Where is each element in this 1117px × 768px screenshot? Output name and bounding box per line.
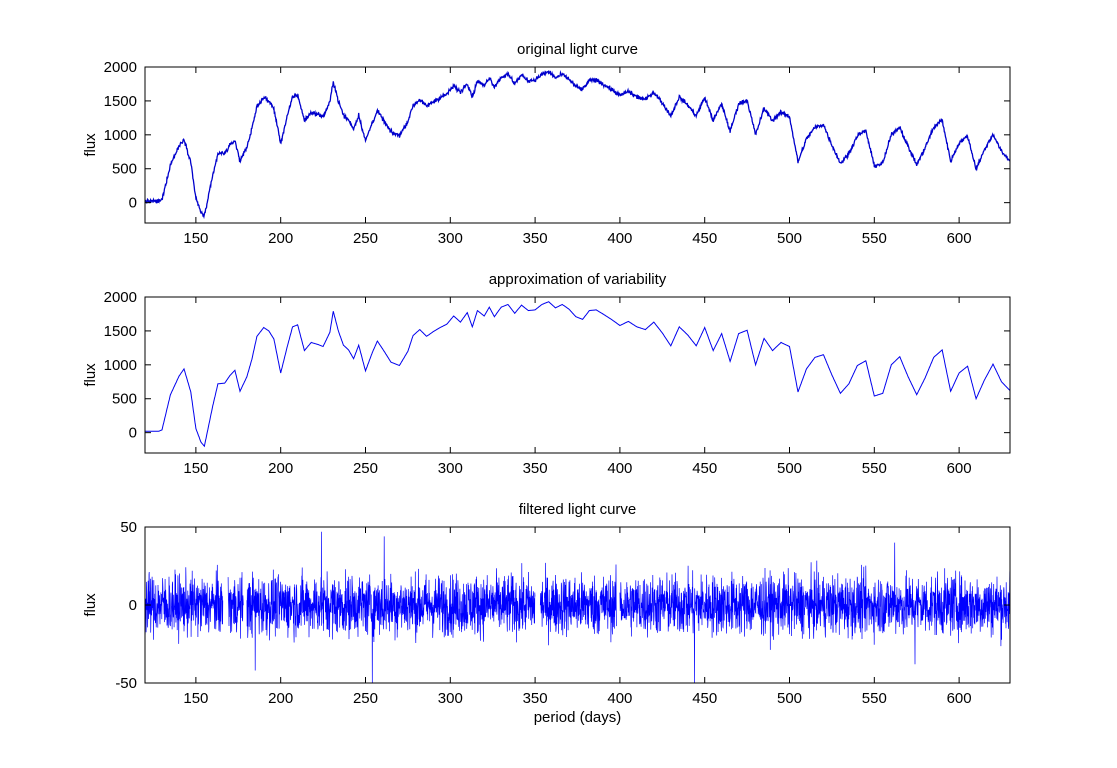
series-line bbox=[145, 531, 1010, 683]
x-tick-label: 350 bbox=[523, 460, 548, 477]
x-tick-label: 550 bbox=[862, 230, 887, 247]
x-tick-label: 400 bbox=[607, 460, 632, 477]
panel-title: original light curve bbox=[517, 41, 638, 58]
panel-approximation-of-variability: approximation of variability flux 150 200… bbox=[82, 271, 1011, 477]
y-tick-label: 1000 bbox=[104, 357, 137, 374]
y-tick-label: 0 bbox=[129, 195, 137, 212]
y-tick-label: 2000 bbox=[104, 289, 137, 306]
x-tick-label: 550 bbox=[862, 460, 887, 477]
x-tick-label: 600 bbox=[947, 460, 972, 477]
panel-title: approximation of variability bbox=[489, 271, 667, 288]
series-line bbox=[145, 69, 1010, 220]
x-tick-label: 200 bbox=[268, 460, 293, 477]
y-tick-label: 500 bbox=[112, 391, 137, 408]
x-tick-label: 250 bbox=[353, 230, 378, 247]
panel-title: filtered light curve bbox=[519, 501, 637, 518]
x-tick-label: 200 bbox=[268, 690, 293, 707]
x-tick-label: 500 bbox=[777, 460, 802, 477]
x-tick-label: 150 bbox=[183, 230, 208, 247]
x-tick-label: 600 bbox=[947, 690, 972, 707]
y-axis-label: flux bbox=[82, 593, 99, 617]
x-tick-label: 450 bbox=[692, 460, 717, 477]
panel-original-light-curve: original light curve flux 150 200 250 300 35… bbox=[82, 41, 1011, 247]
x-tick-label: 350 bbox=[523, 230, 548, 247]
x-tick-label: 450 bbox=[692, 230, 717, 247]
x-tick-label: 150 bbox=[183, 460, 208, 477]
y-tick-label: 0 bbox=[129, 597, 137, 614]
x-tick-label: 250 bbox=[353, 690, 378, 707]
y-tick-label: 0 bbox=[129, 425, 137, 442]
x-tick-label: 450 bbox=[692, 690, 717, 707]
x-tick-label: 500 bbox=[777, 230, 802, 247]
y-tick-label: 50 bbox=[120, 519, 137, 536]
x-tick-label: 500 bbox=[777, 690, 802, 707]
x-tick-label: 400 bbox=[607, 230, 632, 247]
plot-frame bbox=[144, 296, 1011, 454]
y-tick-label: 2000 bbox=[104, 59, 137, 76]
x-tick-label: 200 bbox=[268, 230, 293, 247]
x-tick-label: 250 bbox=[353, 460, 378, 477]
x-tick-label: 300 bbox=[438, 690, 463, 707]
y-tick-label: -50 bbox=[115, 675, 137, 692]
y-tick-label: 1500 bbox=[104, 93, 137, 110]
x-tick-label: 300 bbox=[438, 460, 463, 477]
series-line bbox=[145, 301, 1010, 448]
x-tick-label: 550 bbox=[862, 690, 887, 707]
y-axis-label: flux bbox=[82, 133, 99, 157]
y-axis-label: flux bbox=[82, 363, 99, 387]
x-tick-label: 600 bbox=[947, 230, 972, 247]
plot-frame bbox=[144, 66, 1011, 224]
x-tick-label: 350 bbox=[523, 690, 548, 707]
y-tick-label: 1500 bbox=[104, 323, 137, 340]
y-tick-label: 1000 bbox=[104, 127, 137, 144]
y-tick-label: 500 bbox=[112, 161, 137, 178]
x-tick-label: 150 bbox=[183, 690, 208, 707]
x-axis-label: period (days) bbox=[534, 709, 622, 726]
panel-filtered-light-curve: filtered light curve flux period (days) … bbox=[82, 501, 1011, 726]
x-tick-label: 300 bbox=[438, 230, 463, 247]
x-tick-label: 400 bbox=[607, 690, 632, 707]
